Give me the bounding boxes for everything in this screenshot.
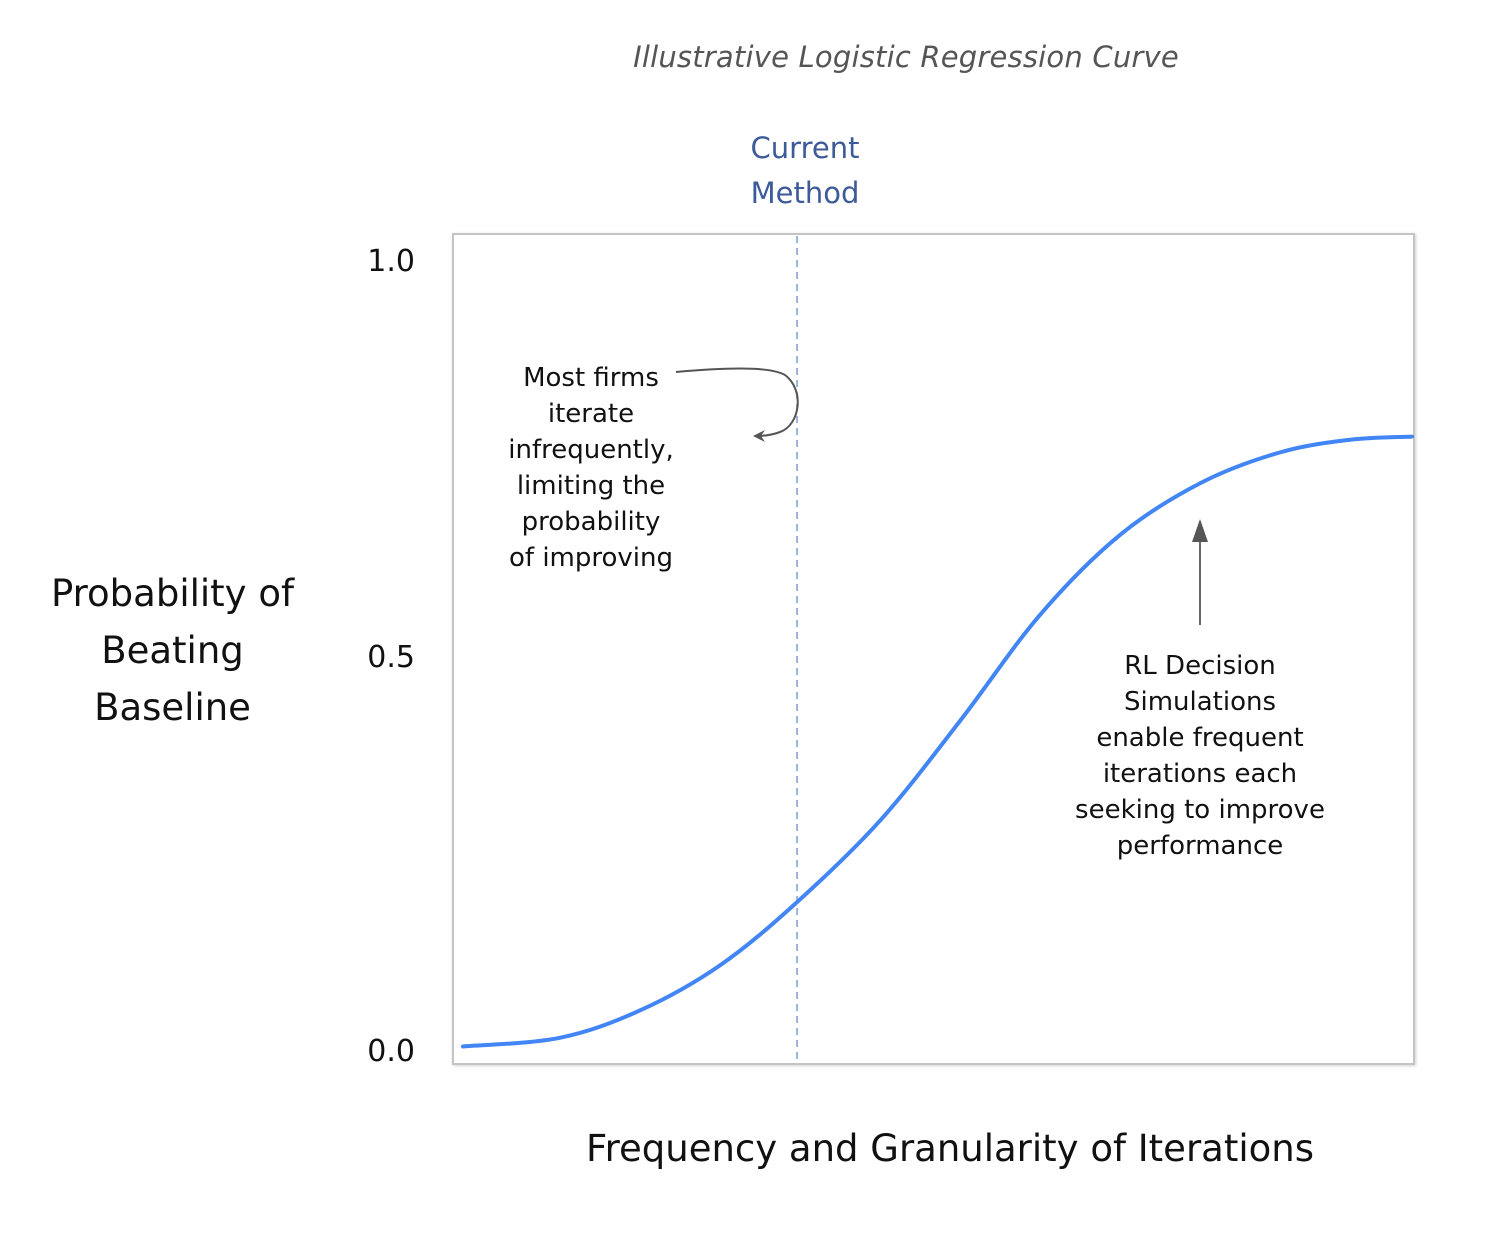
annotation-right-line: RL Decision bbox=[1124, 651, 1276, 681]
chart-title: Illustrative Logistic Regression Curve bbox=[633, 40, 1179, 74]
chart-marks bbox=[461, 236, 1414, 1062]
y-tick-label-0-0: 0.0 bbox=[367, 1034, 415, 1069]
y-axis-label-line-2: Beating bbox=[101, 629, 244, 672]
up-arrow-icon bbox=[1192, 519, 1208, 542]
curved-arrow-icon bbox=[675, 367, 799, 442]
annotation-right-line: performance bbox=[1116, 831, 1284, 861]
annotation-right-line: Simulations bbox=[1123, 687, 1277, 717]
reference-line-label: Current Method bbox=[705, 126, 905, 216]
y-axis-label-line-1: Probability of bbox=[50, 572, 294, 615]
y-tick-label-1-0: 1.0 bbox=[367, 244, 415, 279]
plot-area-border bbox=[452, 233, 1415, 1065]
annotation-left-line: Most firms bbox=[523, 363, 659, 393]
annotation-left-line: infrequently, bbox=[508, 435, 674, 465]
reference-label-line-2: Method bbox=[750, 176, 860, 210]
annotation-left-line: iterate bbox=[547, 399, 635, 429]
y-axis-label-line-3: Baseline bbox=[94, 686, 251, 729]
annotation-right-line: iterations each bbox=[1102, 759, 1298, 789]
annotation-left: Most firms iterate infrequently, limitin… bbox=[480, 360, 702, 576]
annotation-right: RL Decision Simulations enable frequent … bbox=[1055, 648, 1345, 864]
y-tick-label-0-5: 0.5 bbox=[367, 640, 415, 675]
annotation-left-line: of improving bbox=[509, 543, 673, 573]
annotation-left-line: limiting the bbox=[516, 471, 666, 501]
annotation-left-line: probability bbox=[521, 507, 661, 537]
reference-label-line-1: Current bbox=[750, 131, 860, 165]
annotation-right-line: seeking to improve bbox=[1075, 795, 1325, 825]
series-line-0 bbox=[461, 434, 1414, 1049]
annotation-right-line: enable frequent bbox=[1096, 723, 1304, 753]
y-axis-label: Probability of Beating Baseline bbox=[20, 565, 325, 736]
x-axis-label: Frequency and Granularity of Iterations bbox=[586, 1127, 1314, 1170]
